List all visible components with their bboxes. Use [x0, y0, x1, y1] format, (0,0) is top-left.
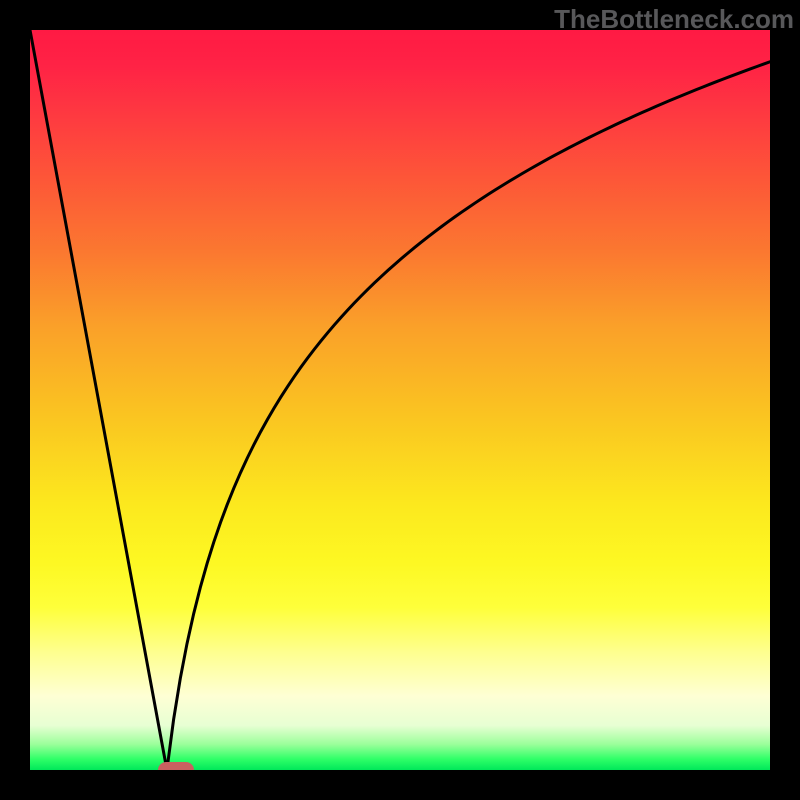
- axis-border-right: [770, 0, 800, 800]
- axis-border-left: [0, 0, 30, 800]
- figure-container: { "figure": { "width": 800, "height": 80…: [0, 0, 800, 800]
- axis-border-bottom: [0, 770, 800, 800]
- watermark-text: TheBottleneck.com: [554, 4, 794, 35]
- plot-area: [30, 30, 770, 770]
- heat-gradient-background: [30, 30, 770, 770]
